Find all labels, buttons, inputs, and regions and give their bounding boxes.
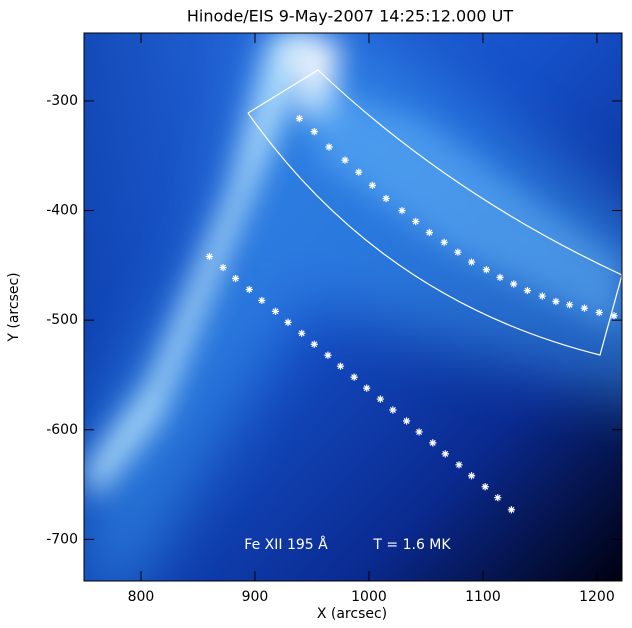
- x-tick-label: 1100: [465, 589, 501, 605]
- marker: [295, 114, 304, 123]
- marker: [258, 296, 266, 305]
- marker: [284, 318, 292, 326]
- x-tick-label: 900: [242, 589, 269, 605]
- marker: [454, 248, 462, 256]
- y-axis-label: Y (arcsec): [6, 272, 22, 342]
- marker: [565, 301, 574, 309]
- y-tick-label: -700: [46, 531, 78, 547]
- x-tick-label: 1000: [351, 589, 387, 605]
- marker: [368, 181, 376, 189]
- marker: [595, 308, 603, 317]
- marker: [415, 428, 423, 436]
- marker: [441, 450, 449, 458]
- y-tick-label: -400: [46, 203, 78, 219]
- marker: [467, 258, 476, 266]
- marker: [398, 206, 406, 215]
- marker: [507, 506, 516, 514]
- x-axis-label: X (arcsec): [317, 606, 387, 622]
- annotation: Fe XII 195 Å: [244, 536, 328, 553]
- marker: [205, 252, 213, 261]
- solar-image: [84, 33, 622, 581]
- marker: [552, 297, 560, 306]
- marker: [440, 238, 448, 246]
- marker: [481, 483, 489, 491]
- marker: [219, 263, 227, 272]
- marker: [310, 340, 318, 348]
- marker: [523, 286, 531, 295]
- marker: [580, 304, 588, 312]
- marker: [467, 472, 476, 480]
- marker: [231, 274, 240, 283]
- marker: [341, 156, 349, 164]
- marker: [429, 439, 437, 447]
- marker: [336, 362, 345, 370]
- marker: [324, 351, 332, 359]
- marker: [402, 417, 411, 425]
- x-tick-label: 1200: [579, 589, 615, 605]
- marker: [455, 461, 463, 469]
- annotation: T = 1.6 MK: [372, 537, 451, 553]
- marker: [376, 395, 384, 403]
- marker: [271, 307, 280, 315]
- x-tick-label: 800: [128, 589, 155, 605]
- marker: [325, 143, 333, 151]
- marker: [412, 217, 420, 226]
- marker: [389, 406, 397, 414]
- marker: [510, 280, 518, 288]
- marker: [310, 128, 318, 136]
- marker: [382, 194, 390, 203]
- plot-frame: [83, 32, 623, 582]
- y-tick-label: -600: [46, 422, 78, 438]
- marker: [425, 228, 433, 237]
- marker: [496, 273, 504, 282]
- marker: [350, 373, 358, 381]
- marker: [363, 384, 371, 392]
- y-tick-label: -500: [46, 312, 78, 328]
- marker: [610, 312, 618, 320]
- chart-title: Hinode/EIS 9-May-2007 14:25:12.000 UT: [187, 7, 513, 26]
- marker: [245, 285, 253, 294]
- marker: [538, 292, 546, 300]
- marker: [298, 329, 306, 337]
- marker: [494, 494, 502, 502]
- marker: [355, 168, 363, 176]
- marker: [482, 266, 490, 274]
- y-tick-label: -300: [46, 93, 78, 109]
